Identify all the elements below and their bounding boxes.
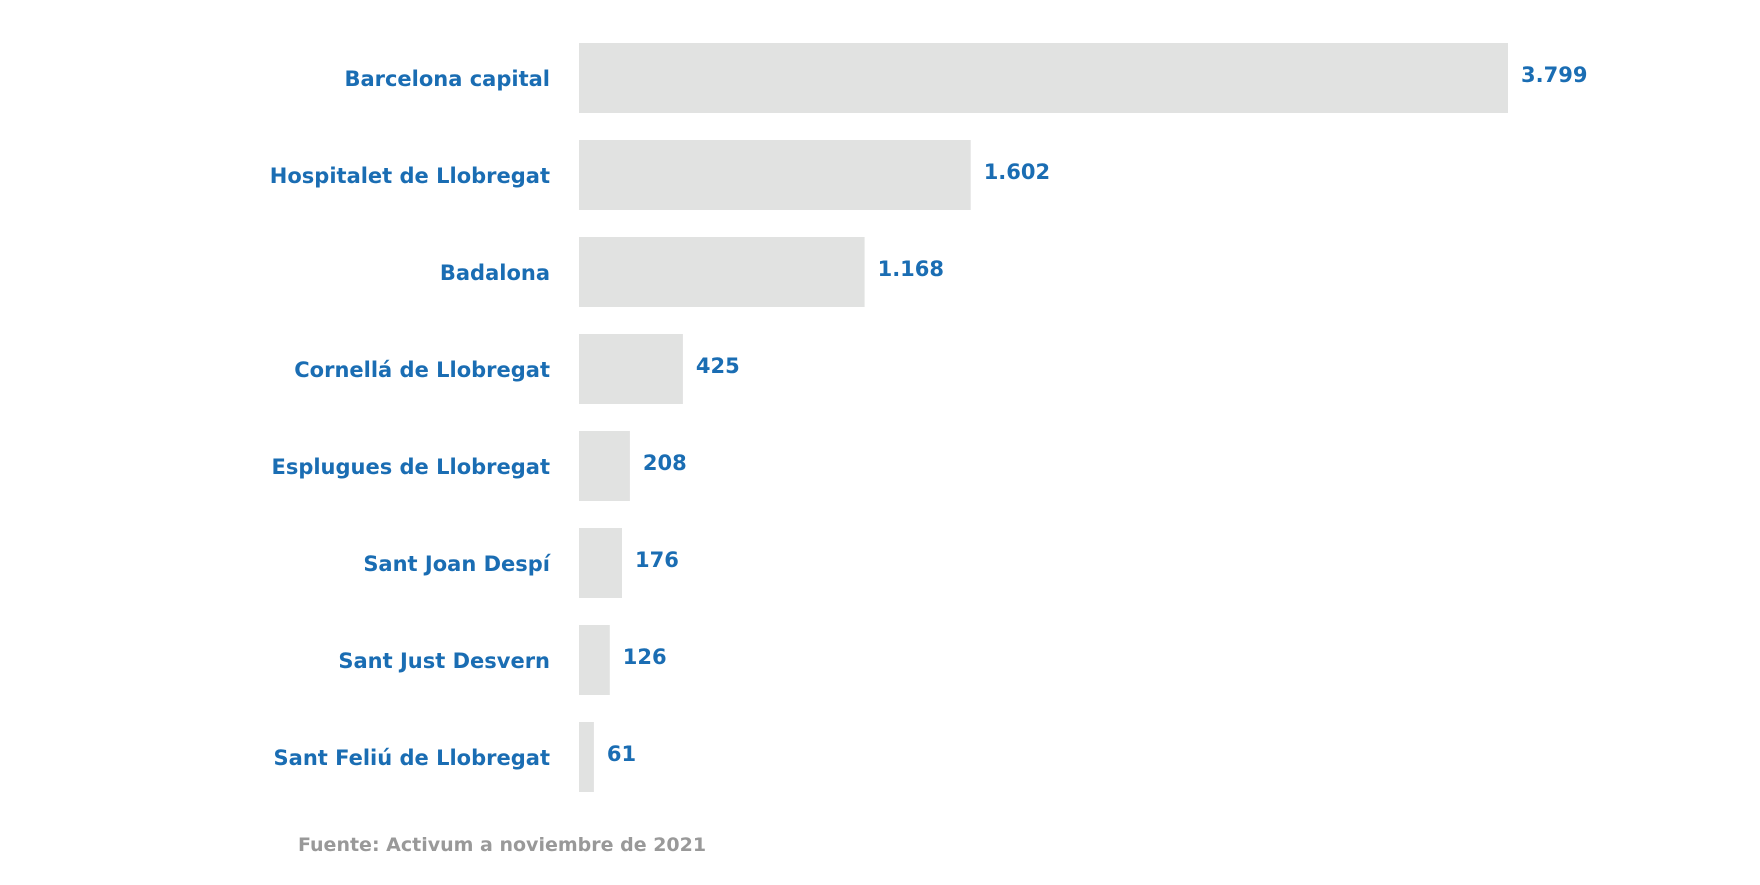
category-label: Esplugues de Llobregat bbox=[271, 455, 550, 479]
bar bbox=[579, 43, 1508, 113]
value-label: 176 bbox=[635, 548, 679, 572]
bar bbox=[579, 431, 630, 501]
value-label: 425 bbox=[696, 354, 740, 378]
value-label: 1.602 bbox=[984, 160, 1050, 184]
value-label: 3.799 bbox=[1521, 63, 1587, 87]
value-label: 126 bbox=[623, 645, 667, 669]
bar bbox=[579, 140, 971, 210]
category-label: Badalona bbox=[440, 261, 550, 285]
category-label: Hospitalet de Llobregat bbox=[270, 164, 550, 188]
value-label: 1.168 bbox=[878, 257, 944, 281]
category-label: Sant Joan Despí bbox=[363, 552, 551, 576]
category-label: Sant Feliú de Llobregat bbox=[274, 746, 550, 770]
bars-group bbox=[579, 43, 1508, 792]
category-label: Barcelona capital bbox=[344, 67, 550, 91]
value-label: 61 bbox=[607, 742, 636, 766]
value-labels: 3.799 1.602 1.168 425 208 176 126 61 bbox=[607, 63, 1588, 766]
bar bbox=[579, 334, 683, 404]
bar bbox=[579, 722, 594, 792]
category-label: Cornellá de Llobregat bbox=[294, 358, 550, 382]
category-label: Sant Just Desvern bbox=[338, 649, 550, 673]
category-labels: Barcelona capital Hospitalet de Llobregat… bbox=[270, 67, 552, 770]
bar bbox=[579, 237, 865, 307]
bar bbox=[579, 528, 622, 598]
value-label: 208 bbox=[643, 451, 687, 475]
source-note: Fuente: Activum a noviembre de 2021 bbox=[298, 834, 706, 856]
bar bbox=[579, 625, 610, 695]
